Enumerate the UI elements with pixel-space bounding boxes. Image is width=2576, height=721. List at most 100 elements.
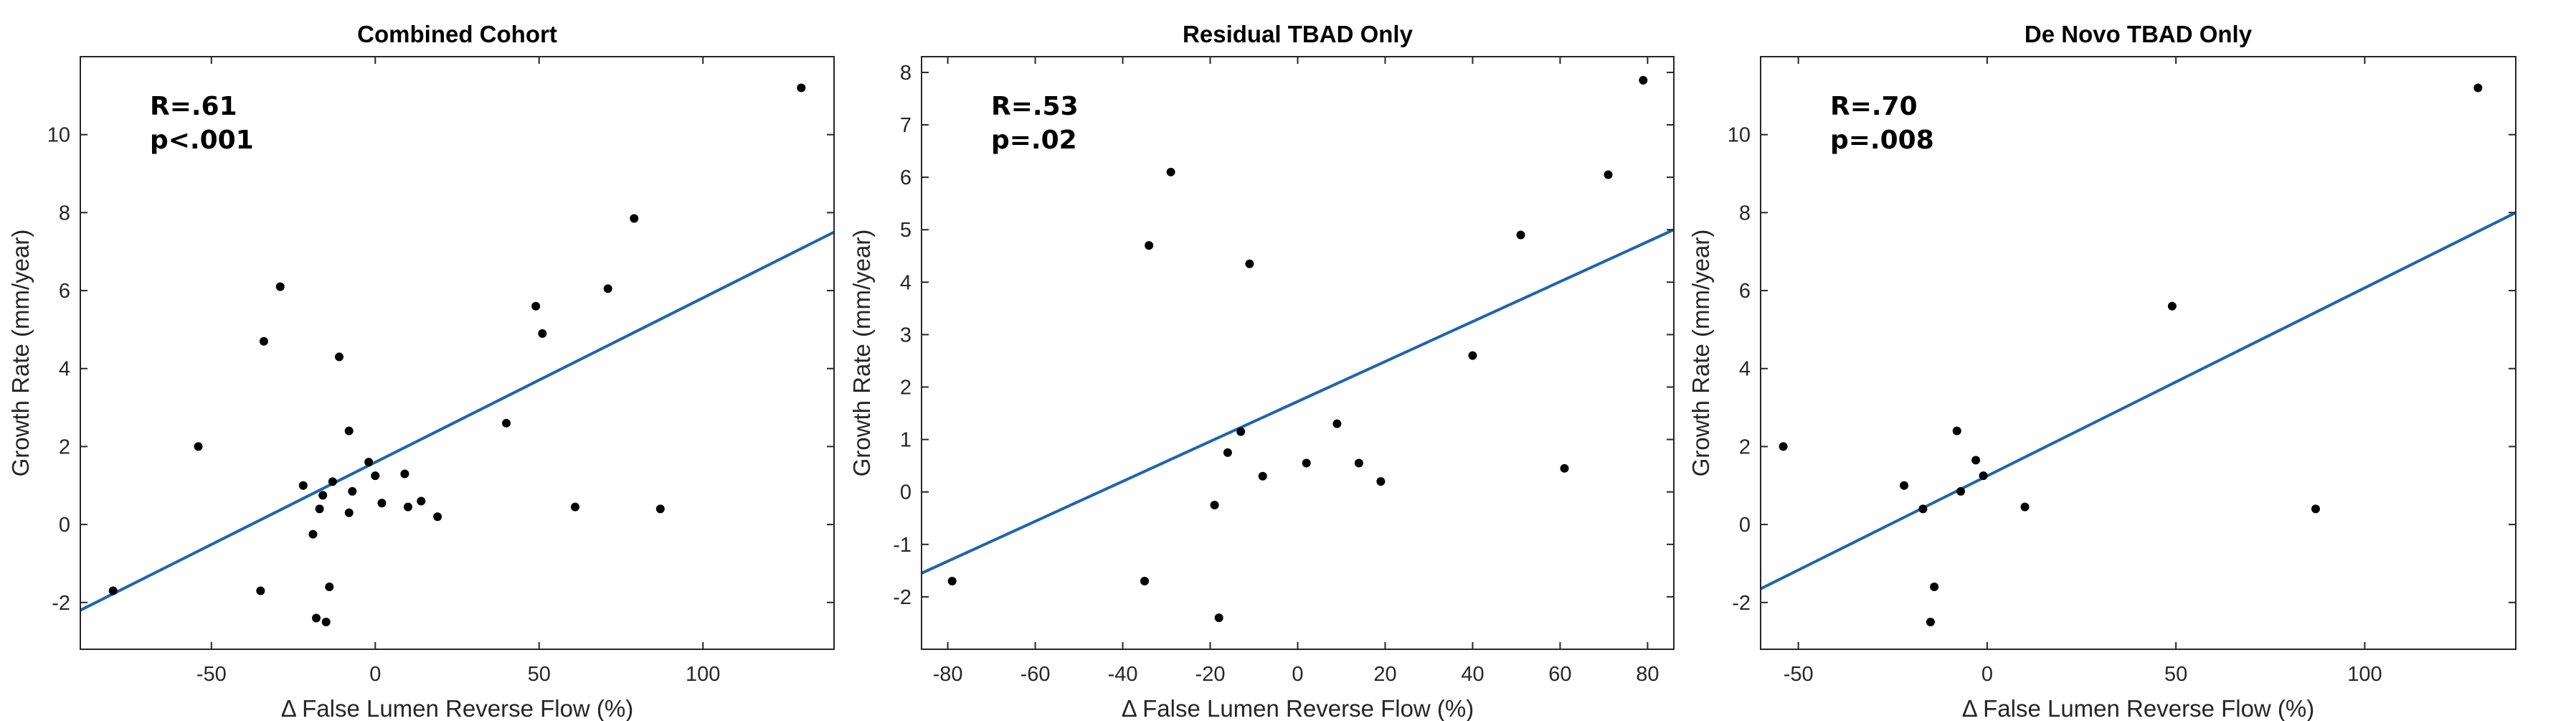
data-point	[1223, 448, 1232, 457]
y-tick-label: 7	[900, 114, 911, 137]
y-tick-label: 3	[900, 324, 911, 347]
data-point	[334, 352, 344, 362]
data-point	[1354, 458, 1363, 468]
y-tick-label: 10	[1728, 124, 1751, 147]
data-point	[1245, 259, 1254, 268]
data-point	[344, 508, 354, 517]
y-axis-label: Growth Rate (mm/year)	[848, 230, 875, 477]
x-tick-label: -50	[1784, 663, 1814, 686]
data-point	[797, 83, 806, 93]
data-point	[433, 512, 442, 522]
x-tick-label: 40	[1461, 663, 1484, 686]
data-point	[259, 336, 268, 346]
y-axis-label: Growth Rate (mm/year)	[7, 230, 34, 477]
plot-frame	[80, 56, 835, 650]
correlation-text: R=.70	[1830, 92, 1918, 121]
x-tick-label: 0	[1981, 663, 1993, 686]
data-point	[417, 496, 426, 506]
p-value-text: p=.008	[1830, 126, 1934, 155]
data-point	[2167, 301, 2177, 311]
data-point	[1145, 241, 1154, 250]
data-point	[1560, 463, 1569, 473]
data-point	[538, 329, 547, 338]
data-point	[1918, 504, 1928, 514]
y-tick-label: 5	[900, 219, 911, 242]
data-point	[947, 576, 957, 585]
data-point	[2473, 83, 2483, 93]
x-tick-label: -40	[1108, 663, 1138, 686]
data-point	[194, 442, 203, 451]
regression-line	[80, 230, 834, 612]
y-tick-label: 6	[900, 166, 911, 189]
x-axis-label: Δ False Lumen Reverse Flow (%)	[1962, 695, 2315, 721]
chart-title: De Novo TBAD Only	[2025, 21, 2253, 47]
y-tick-label: 8	[1739, 202, 1751, 225]
y-tick-label: -1	[893, 534, 911, 557]
y-tick-label: 4	[59, 358, 70, 381]
chart-panel-residual-tbad: Residual TBAD Only Δ False Lumen Reverse…	[848, 21, 1675, 721]
data-point	[256, 586, 265, 595]
data-point	[321, 617, 331, 626]
data-point	[371, 471, 380, 481]
data-point	[308, 529, 318, 539]
data-point	[1639, 75, 1648, 85]
data-point	[1166, 167, 1175, 176]
data-point	[312, 613, 321, 623]
x-tick-label: 50	[2164, 663, 2187, 686]
data-point	[1214, 613, 1223, 623]
data-point	[344, 426, 354, 435]
y-tick-label: -2	[893, 586, 911, 609]
y-tick-label: 2	[900, 377, 911, 400]
data-point	[630, 214, 639, 223]
data-point	[1376, 477, 1386, 486]
x-axis-label: Δ False Lumen Reverse Flow (%)	[1122, 695, 1474, 721]
data-point	[1140, 576, 1150, 585]
data-point	[318, 491, 328, 500]
y-tick-label: 8	[59, 202, 70, 225]
data-point	[571, 502, 580, 512]
y-tick-label: -2	[52, 592, 70, 615]
data-point	[1604, 170, 1613, 179]
y-tick-label: 6	[59, 280, 70, 303]
regression-line	[1761, 211, 2516, 590]
regression-line	[922, 228, 1674, 575]
y-tick-label: 4	[1739, 358, 1751, 381]
data-point	[400, 469, 409, 479]
y-tick-label: -2	[1732, 592, 1751, 615]
x-tick-label: 0	[1292, 663, 1303, 686]
data-point	[348, 486, 357, 496]
x-tick-label: 100	[2347, 663, 2382, 686]
data-point	[1926, 617, 1935, 626]
data-point	[364, 458, 374, 467]
x-tick-label: 20	[1373, 663, 1396, 686]
x-axis-label: Δ False Lumen Reverse Flow (%)	[281, 695, 634, 721]
chart-title: Combined Cohort	[357, 21, 557, 47]
data-point	[328, 477, 337, 486]
data-point	[2020, 502, 2030, 512]
data-point	[502, 418, 511, 428]
data-point	[377, 499, 387, 508]
y-tick-label: 0	[900, 481, 911, 504]
data-point	[655, 504, 665, 514]
data-point	[108, 586, 118, 595]
data-point	[1468, 351, 1477, 360]
data-point	[1952, 426, 1961, 435]
data-point	[1979, 471, 1988, 481]
p-value-text: p<.001	[150, 126, 254, 155]
chart-title: Residual TBAD Only	[1183, 21, 1414, 47]
data-point	[1900, 481, 1909, 490]
data-point	[1210, 500, 1219, 509]
data-point	[298, 481, 308, 490]
data-point	[325, 583, 334, 592]
data-point	[315, 504, 324, 514]
data-point	[1516, 230, 1525, 240]
data-point	[275, 282, 285, 291]
data-point	[403, 502, 412, 512]
x-tick-label: 0	[369, 663, 381, 686]
correlation-text: R=.53	[991, 92, 1079, 121]
data-point	[1236, 427, 1246, 436]
chart-panel-combined-cohort: Combined Cohort Δ False Lumen Reverse Fl…	[7, 21, 835, 721]
x-tick-label: -60	[1021, 663, 1051, 686]
correlation-text: R=.61	[150, 92, 237, 121]
x-tick-label: -20	[1195, 663, 1226, 686]
